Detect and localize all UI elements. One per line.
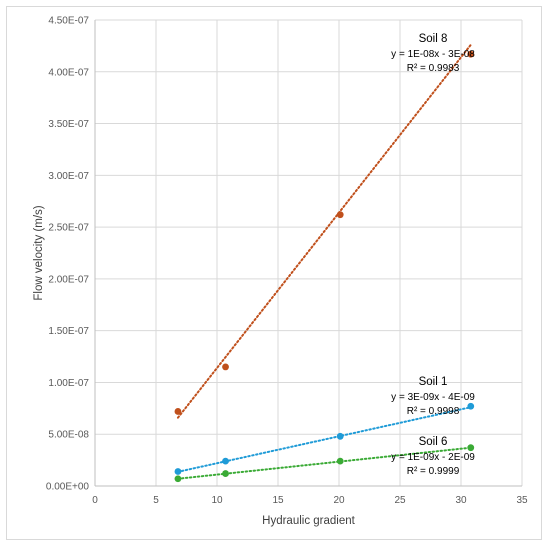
y-axis-title: Flow velocity (m/s): [33, 205, 45, 300]
x-tick-label: 0: [92, 495, 98, 506]
soil-8-r-squared: R² = 0.9983: [407, 63, 460, 74]
y-tick-label: 3.50E-07: [48, 119, 89, 130]
soil-1-equation: y = 3E-09x - 4E-09: [391, 392, 475, 403]
soil-1-r-squared: R² = 0.9998: [407, 406, 460, 417]
soil-6-r-squared: R² = 0.9999: [407, 466, 460, 477]
x-tick-label: 10: [211, 495, 223, 506]
soil-6-point: [222, 470, 229, 477]
soil-8-point: [467, 50, 475, 58]
soil-8-equation: y = 1E-08x - 3E-08: [391, 49, 475, 60]
x-axis-title: Hydraulic gradient: [262, 515, 355, 527]
x-tick-label: 5: [153, 495, 159, 506]
data-points: [174, 50, 475, 483]
y-tick-label: 4.50E-07: [48, 16, 89, 27]
soil-8-trendline: [176, 43, 472, 419]
soil-6-point: [336, 457, 344, 465]
y-tick-labels: 0.00E+00 5.00E-08 1.00E-07 1.50E-07 2.00E-07…: [46, 16, 90, 493]
x-tick-labels: 0 5 10 15 20 25 30 35: [92, 495, 528, 506]
axes: [94, 20, 522, 487]
gridlines: [95, 19, 523, 486]
series-annotations: Soil 8 y = 1E-08x - 3E-08 R² = 0.9983 Soil …: [391, 33, 475, 477]
x-tick-label: 15: [272, 495, 284, 506]
soil-1-point: [174, 468, 182, 475]
y-tick-label: 3.00E-07: [48, 171, 89, 182]
y-tick-label: 2.00E-07: [48, 274, 89, 285]
soil-8-point: [336, 211, 344, 219]
soil-6-equation: y = 1E-09x - 2E-09: [391, 452, 475, 463]
soil-8-point: [174, 408, 182, 415]
y-tick-label: 2.50E-07: [48, 223, 89, 234]
soil-6-point: [174, 475, 182, 483]
soil-1-label: Soil 1: [419, 376, 448, 388]
y-tick-label: 1.00E-07: [48, 378, 89, 389]
y-tick-label: 5.00E-08: [48, 430, 89, 441]
y-tick-label: 1.50E-07: [48, 326, 89, 337]
soil-8-label: Soil 8: [419, 33, 448, 45]
x-tick-label: 25: [394, 495, 406, 506]
soil-6-point: [467, 444, 475, 452]
soil-1-point: [336, 432, 344, 440]
x-tick-label: 20: [333, 495, 345, 506]
soil-6-label: Soil 6: [419, 436, 448, 448]
soil-8-point: [222, 363, 229, 371]
y-tick-label: 4.00E-07: [48, 67, 89, 78]
x-tick-label: 35: [516, 495, 528, 506]
soil-1-point: [222, 457, 229, 465]
soil-1-point: [467, 402, 475, 410]
x-tick-label: 30: [455, 495, 467, 506]
y-tick-label: 0.00E+00: [46, 482, 90, 493]
